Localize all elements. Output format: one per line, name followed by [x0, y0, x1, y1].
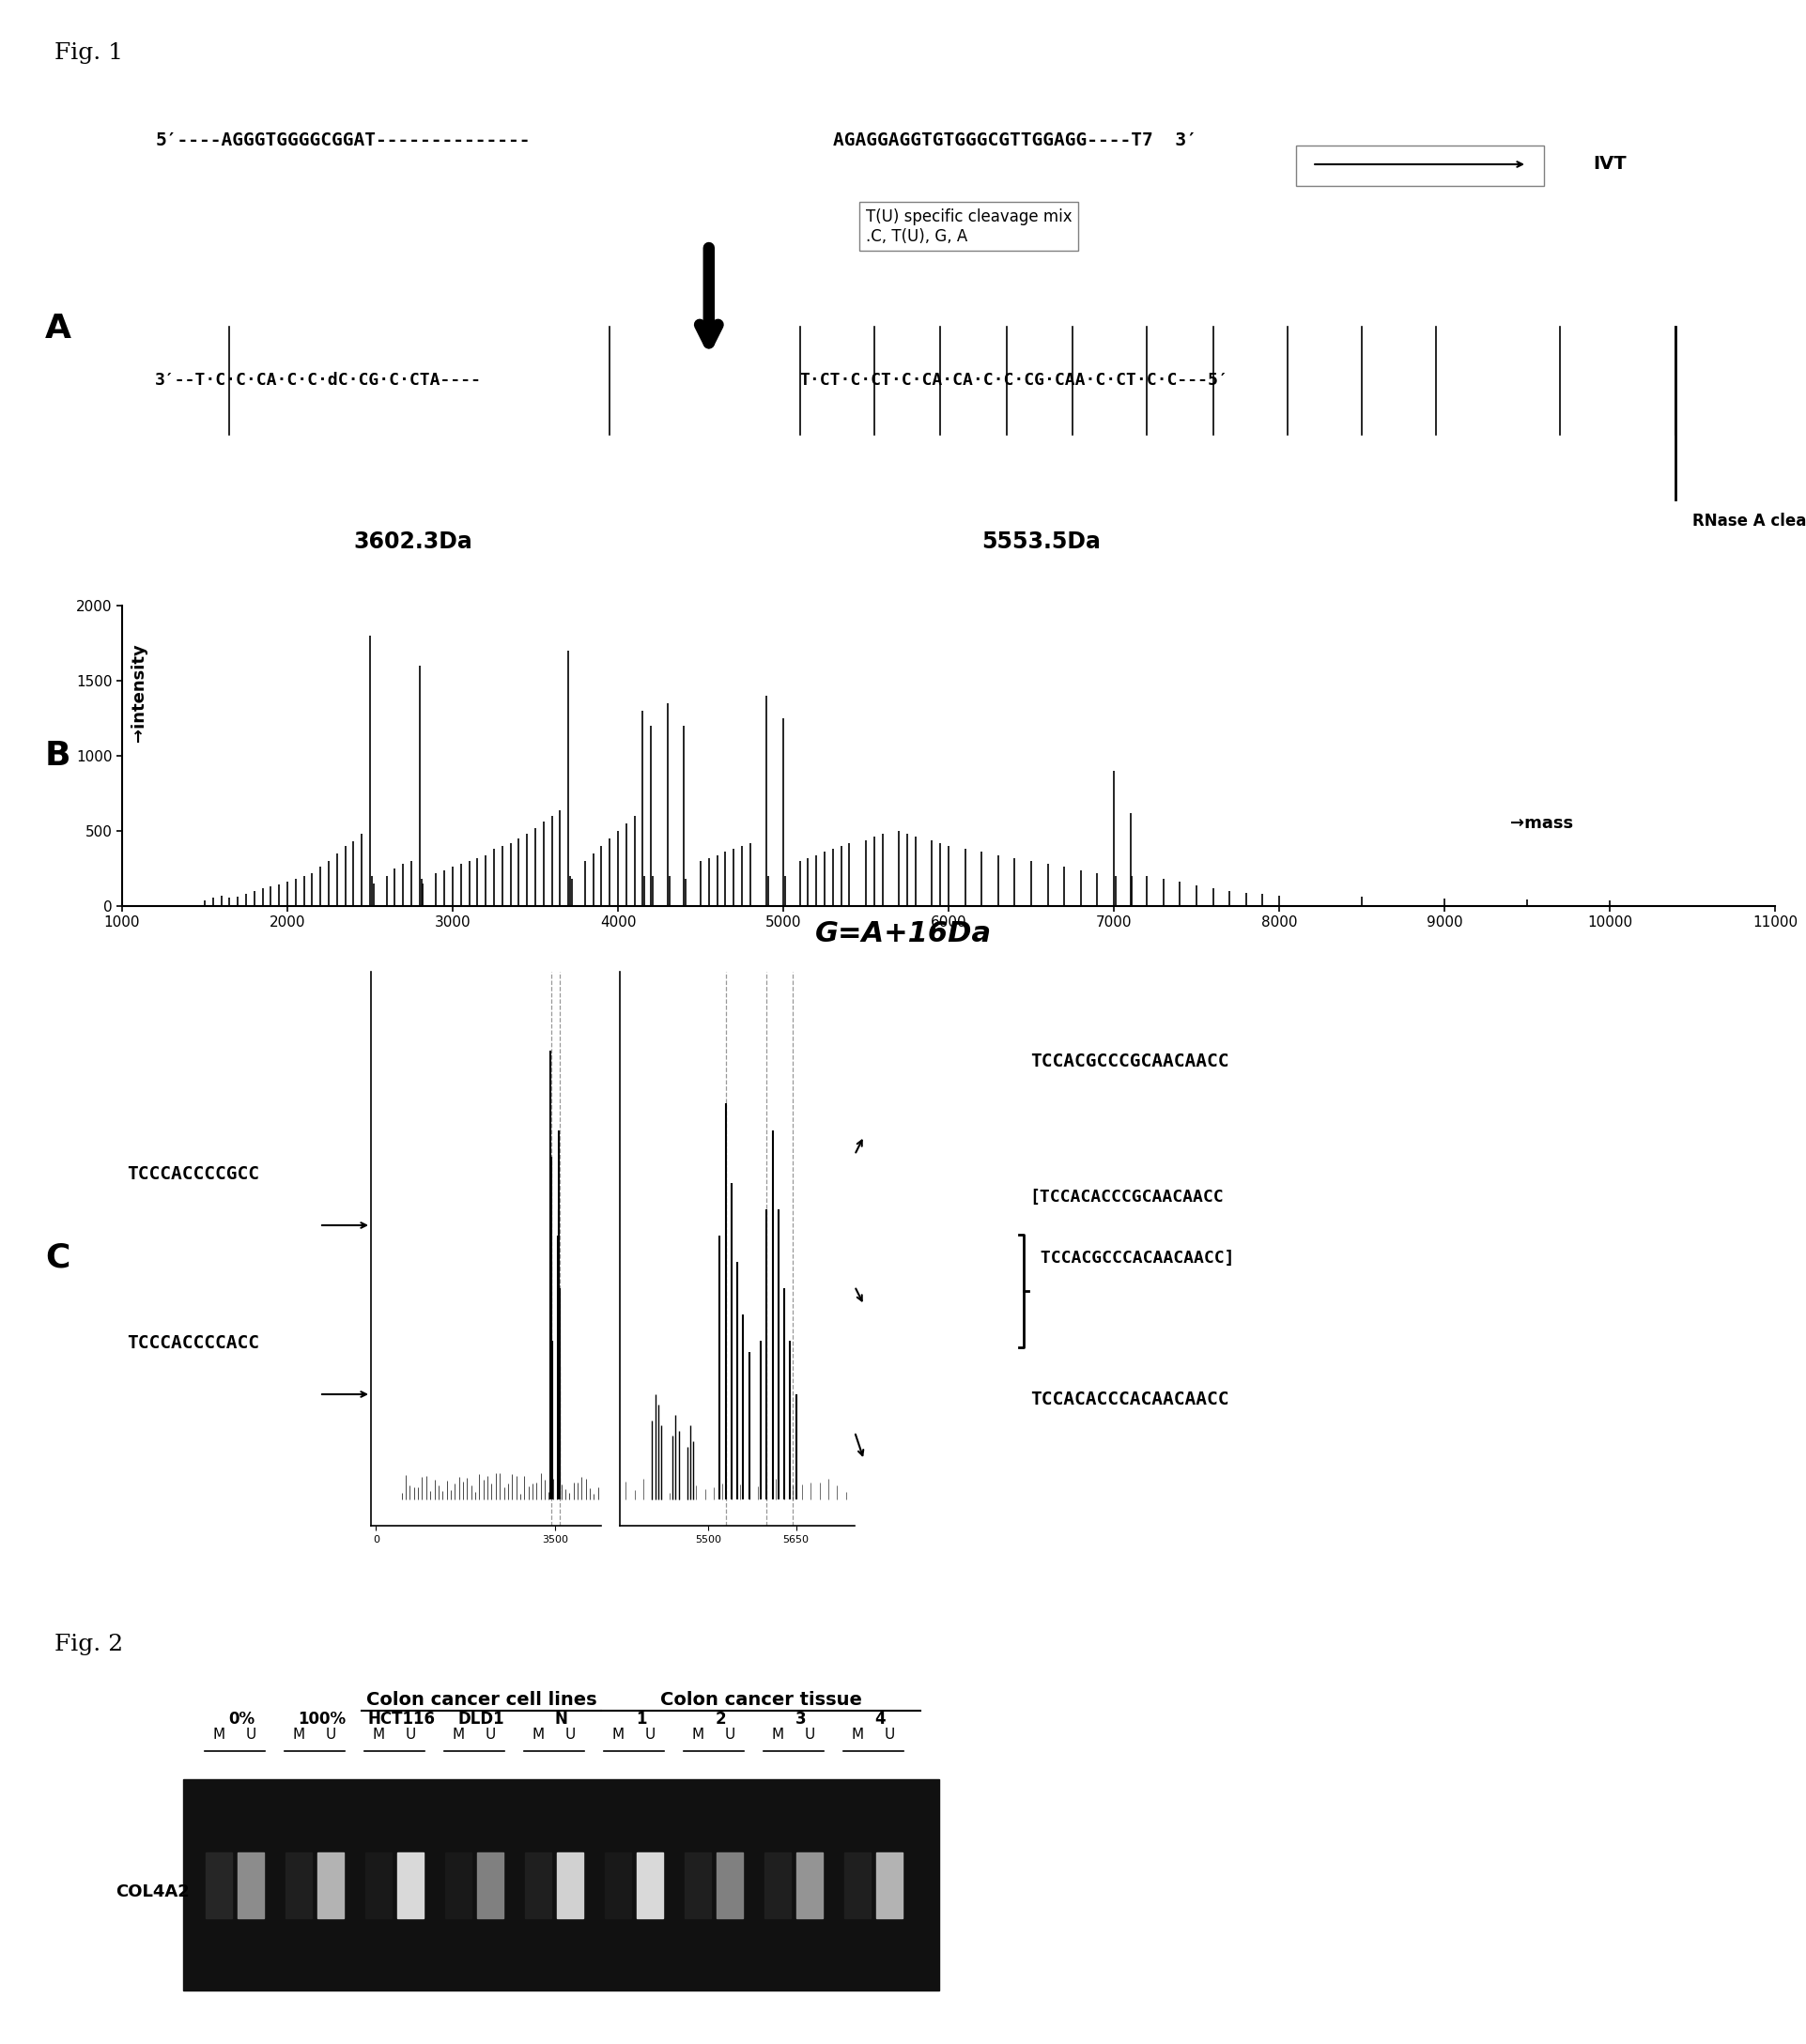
Bar [237, 1852, 264, 1917]
Text: TCCACGCCCGCAACAACC: TCCACGCCCGCAACAACC [1029, 1053, 1228, 1069]
Bar [318, 1852, 343, 1917]
Bar [717, 1852, 742, 1917]
Text: M: M [692, 1727, 704, 1741]
Text: 2: 2 [715, 1711, 726, 1727]
Text: →intensity: →intensity [130, 644, 146, 742]
Text: 100%: 100% [298, 1711, 345, 1727]
Text: M: M [771, 1727, 784, 1741]
Text: U: U [405, 1727, 415, 1741]
Bar [206, 1852, 231, 1917]
Text: G=A+16Da: G=A+16Da [815, 920, 991, 946]
Bar [526, 1852, 551, 1917]
Text: U: U [565, 1727, 574, 1741]
Text: 3′--T·C·C·CA·C·C·dC·CG·C·CTA----: 3′--T·C·C·CA·C·C·dC·CG·C·CTA---- [155, 372, 482, 388]
Text: 0%: 0% [229, 1711, 255, 1727]
Bar [182, 1778, 939, 1991]
Text: B: B [45, 740, 70, 773]
Text: TCCCACCCCGCC: TCCCACCCCGCC [126, 1165, 258, 1183]
FancyBboxPatch shape [1295, 145, 1542, 186]
Text: HCT116: HCT116 [367, 1711, 435, 1727]
Text: 4: 4 [874, 1711, 885, 1727]
Text: U: U [724, 1727, 735, 1741]
Text: U: U [246, 1727, 256, 1741]
Text: U: U [484, 1727, 495, 1741]
Bar [285, 1852, 312, 1917]
Bar [556, 1852, 583, 1917]
Bar [477, 1852, 504, 1917]
Text: U: U [645, 1727, 656, 1741]
Bar [365, 1852, 392, 1917]
Text: M: M [612, 1727, 623, 1741]
Text: M: M [213, 1727, 226, 1741]
Text: A: A [45, 313, 72, 345]
Text: U: U [325, 1727, 336, 1741]
Text: C: C [45, 1243, 70, 1273]
Text: →mass: →mass [1510, 816, 1573, 832]
Text: M: M [531, 1727, 544, 1741]
Text: COL4A2: COL4A2 [116, 1883, 190, 1901]
Text: U: U [883, 1727, 894, 1741]
Text: 3: 3 [795, 1711, 805, 1727]
Text: Fig. 1: Fig. 1 [54, 43, 123, 63]
Text: Colon cancer tissue: Colon cancer tissue [659, 1690, 861, 1709]
Text: [TCCACACCCGCAACAACC: [TCCACACCCGCAACAACC [1029, 1190, 1223, 1206]
Bar [636, 1852, 663, 1917]
Text: TCCACACCCACAACAACC: TCCACACCCACAACAACC [1029, 1390, 1228, 1408]
Bar [684, 1852, 710, 1917]
Text: 5′----AGGGTGGGGCGGAT--------------: 5′----AGGGTGGGGCGGAT-------------- [155, 131, 531, 149]
Text: U: U [804, 1727, 815, 1741]
Text: M: M [372, 1727, 385, 1741]
Text: M: M [851, 1727, 863, 1741]
Text: 3602.3Da: 3602.3Da [354, 531, 473, 554]
Text: Colon cancer cell lines: Colon cancer cell lines [367, 1690, 596, 1709]
Bar [843, 1852, 870, 1917]
Text: 5553.5Da: 5553.5Da [981, 531, 1100, 554]
Text: Fig. 2: Fig. 2 [54, 1633, 123, 1656]
Bar [605, 1852, 630, 1917]
Bar [796, 1852, 822, 1917]
Text: N: N [554, 1711, 567, 1727]
Text: 1: 1 [636, 1711, 647, 1727]
Bar [764, 1852, 791, 1917]
Text: RNase A cleavage site: RNase A cleavage site [1692, 513, 1806, 529]
Text: DLD1: DLD1 [457, 1711, 504, 1727]
Text: T·CT·C·CT·C·CA·CA·C·C·CG·CAA·C·CT·C·C---5′: T·CT·C·CT·C·CA·CA·C·C·CG·CAA·C·CT·C·C---… [800, 372, 1228, 388]
Bar [397, 1852, 423, 1917]
Bar [876, 1852, 901, 1917]
Text: IVT: IVT [1593, 155, 1625, 174]
Text: AGAGGAGGTGTGGGCGTTGGAGG----T7  3′: AGAGGAGGTGTGGGCGTTGGAGG----T7 3′ [833, 131, 1196, 149]
Text: T(U) specific cleavage mix
.C, T(U), G, A: T(U) specific cleavage mix .C, T(U), G, … [865, 208, 1071, 245]
Text: TCCCACCCCACC: TCCCACCCCACC [126, 1335, 258, 1351]
Text: M: M [293, 1727, 305, 1741]
Text: M: M [452, 1727, 464, 1741]
Text: TCCACGCCCACAACAACC]: TCCACGCCCACAACAACC] [1029, 1249, 1233, 1267]
Bar [444, 1852, 471, 1917]
